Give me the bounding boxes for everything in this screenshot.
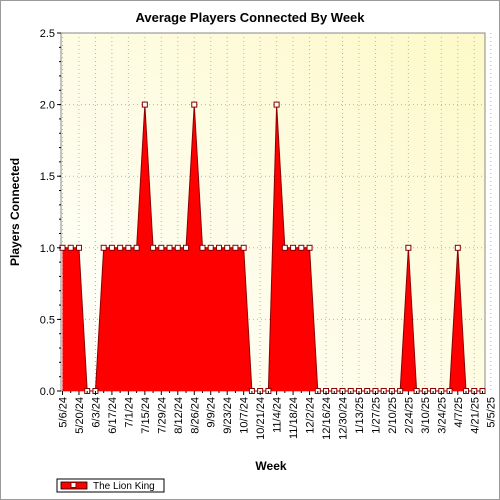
x-tick-label: 12/16/24	[321, 397, 333, 440]
data-point	[166, 244, 173, 251]
y-tick-label: 1.5	[40, 171, 55, 183]
data-point	[281, 244, 288, 251]
y-tick-label: 0.5	[40, 314, 55, 326]
data-point	[150, 244, 157, 251]
y-axis-label: Players Connected	[8, 158, 22, 266]
x-tick-label: 10/21/24	[255, 397, 267, 440]
data-point	[75, 244, 82, 251]
data-point	[232, 244, 239, 251]
x-tick-label: 7/29/24	[156, 397, 168, 434]
data-point	[141, 101, 148, 108]
data-point	[117, 244, 124, 251]
data-point	[298, 244, 305, 251]
legend-marker	[70, 482, 77, 488]
data-point	[240, 244, 247, 251]
y-tick-label: 2.0	[40, 100, 55, 112]
data-point	[199, 244, 206, 251]
x-tick-label: 7/1/24	[123, 397, 135, 428]
x-tick-label: 3/24/25	[436, 397, 448, 434]
data-point	[405, 244, 412, 251]
data-point	[158, 244, 165, 251]
data-point	[100, 244, 107, 251]
x-tick-label: 6/3/24	[90, 397, 102, 428]
x-ticks: 5/6/24 5/20/24 6/3/24 6/17/24 7/1/24 7/15/24 7…	[58, 391, 498, 440]
x-tick-label: 7/15/24	[140, 397, 152, 434]
x-tick-label: 6/17/24	[107, 397, 119, 434]
data-point	[67, 244, 74, 251]
y-tick-label: 1.0	[40, 243, 55, 255]
x-tick-label: 8/26/24	[189, 397, 201, 434]
x-tick-label: 11/4/24	[272, 397, 284, 433]
y-tick-label: 2.5	[40, 28, 55, 40]
x-tick-label: 12/2/24	[305, 397, 317, 434]
data-point	[108, 244, 115, 251]
x-tick-label: 8/12/24	[173, 397, 185, 434]
x-tick-label: 5/5/25	[486, 397, 498, 428]
chart-title: Average Players Connected By Week	[135, 10, 365, 25]
x-tick-label: 4/7/25	[453, 397, 465, 428]
data-point	[215, 244, 222, 251]
x-axis-label: Week	[255, 459, 286, 473]
y-ticks: 0.0 0.5 1.0 1.5 2.0 2.5	[40, 28, 61, 398]
data-point	[191, 101, 198, 108]
x-tick-label: 4/21/25	[469, 397, 481, 434]
x-tick-label: 1/27/25	[370, 397, 382, 434]
x-tick-label: 2/24/25	[403, 397, 415, 434]
data-point	[207, 244, 214, 251]
series-area	[62, 104, 483, 391]
data-point	[273, 101, 280, 108]
y-tick-label: 0.0	[40, 386, 55, 398]
x-tick-label: 12/30/24	[338, 397, 350, 440]
data-point	[306, 244, 313, 251]
series-line	[62, 104, 483, 392]
x-tick-label: 5/6/24	[58, 397, 70, 428]
legend: The Lion King	[56, 478, 165, 493]
data-point	[290, 244, 297, 251]
data-point	[133, 244, 140, 251]
data-point	[174, 244, 181, 251]
x-tick-label: 2/10/25	[387, 397, 399, 434]
x-tick-label: 9/23/24	[222, 397, 234, 434]
data-point	[224, 244, 231, 251]
x-tick-label: 10/7/24	[239, 397, 251, 434]
area-layer	[62, 104, 483, 392]
legend-label: The Lion King	[93, 481, 155, 492]
x-tick-label: 9/9/24	[206, 397, 218, 428]
data-point	[454, 244, 461, 251]
x-tick-label: 11/18/24	[288, 397, 300, 439]
x-tick-label: 5/20/24	[74, 397, 86, 434]
data-point	[183, 244, 190, 251]
data-point	[125, 244, 132, 251]
x-tick-label: 1/13/25	[354, 397, 366, 434]
x-tick-label: 3/10/25	[420, 397, 432, 434]
